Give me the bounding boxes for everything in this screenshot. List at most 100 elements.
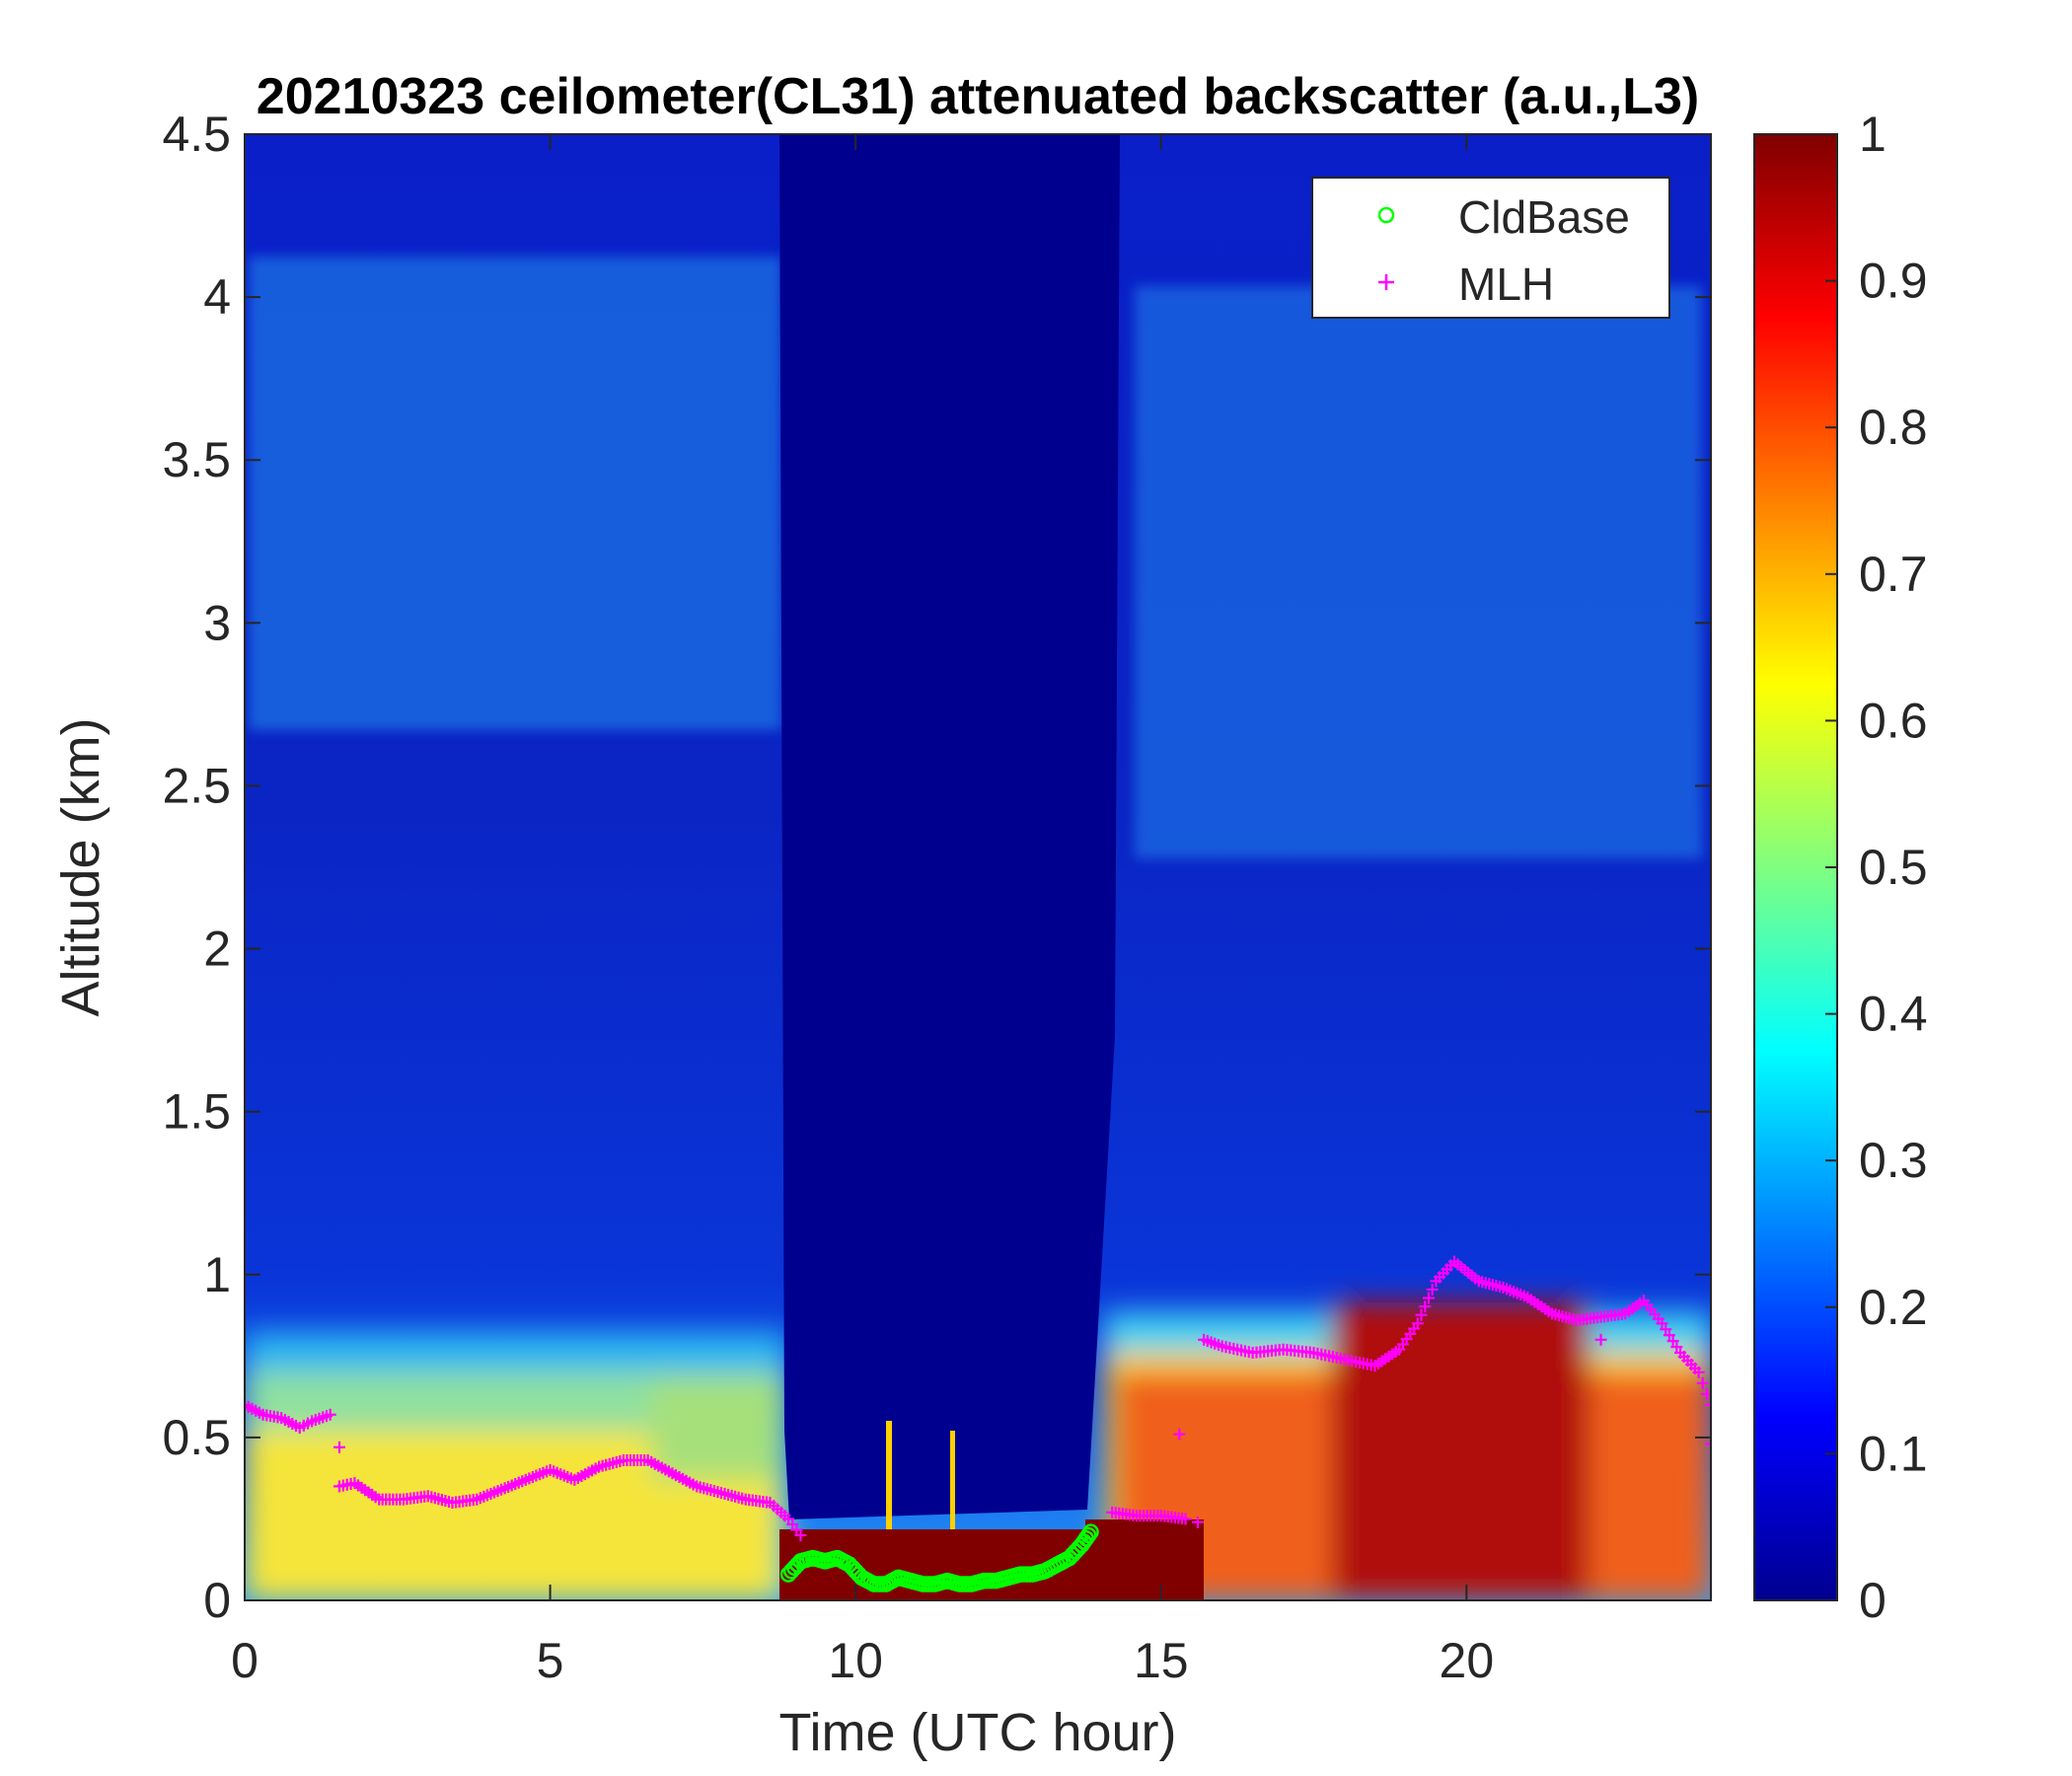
mlh-point <box>1634 1296 1647 1309</box>
mlh-point <box>271 1411 284 1424</box>
mlh-point <box>1212 1339 1224 1352</box>
x-tick-label: 20 <box>1440 1633 1495 1688</box>
mlh-point <box>1670 1341 1683 1354</box>
mlh-point <box>790 1523 803 1536</box>
backscatter-heatmap <box>245 134 1711 1600</box>
mlh-point <box>1696 1376 1709 1389</box>
mlh-point <box>1705 1398 1711 1411</box>
mlh-point <box>1365 1359 1377 1371</box>
chart-title: 20210323 ceilometer(CL31) attenuated bac… <box>257 68 1699 125</box>
cldbase-point <box>1079 1526 1097 1544</box>
mlh-point <box>516 1475 529 1488</box>
mlh-point <box>711 1486 724 1499</box>
cldbase-point <box>1067 1543 1084 1560</box>
colorbar-tick-label: 0.5 <box>1859 840 1928 895</box>
mlh-point <box>1688 1362 1701 1374</box>
cldbase-point <box>1008 1567 1026 1584</box>
colorbar-tick-label: 0.8 <box>1859 400 1928 455</box>
mlh-point <box>778 1510 791 1522</box>
x-tick-label: 10 <box>828 1633 883 1688</box>
legend-cldbase-marker <box>1377 206 1395 224</box>
colorbar-tick-label: 0.9 <box>1859 254 1928 309</box>
mlh-outlier-point <box>1173 1428 1186 1441</box>
mlh-point <box>1517 1290 1530 1302</box>
mlh-point <box>1469 1272 1482 1285</box>
cldbase-point <box>801 1550 818 1568</box>
y-axis-label: Altitude (km) <box>51 717 111 1016</box>
colorbar-tick-label: 0.4 <box>1859 987 1928 1042</box>
y-tick-label: 1 <box>203 1247 231 1302</box>
mlh-outlier-point <box>1705 1438 1711 1450</box>
mlh-point <box>1419 1300 1432 1313</box>
x-tick-label: 15 <box>1134 1633 1189 1688</box>
mlh-point <box>1652 1312 1665 1325</box>
colorbar-gradient <box>1753 133 1838 1601</box>
mlh-point <box>1334 1352 1347 1365</box>
mlh-point <box>760 1496 773 1509</box>
mlh-outlier-point <box>1594 1333 1607 1346</box>
mlh-point <box>1408 1322 1421 1335</box>
colorbar: 0 0.1 0.2 0.3 0.4 0.5 0.6 0.7 0.8 0.9 1 <box>1753 107 1928 1628</box>
mlh-point <box>687 1478 700 1491</box>
cldbase-point <box>911 1575 928 1591</box>
mlh-point <box>301 1417 314 1430</box>
y-tick-label: 0.5 <box>162 1410 231 1465</box>
colorbar-tick-label: 0.3 <box>1859 1133 1928 1188</box>
x-tick-label: 0 <box>231 1633 259 1688</box>
colorbar-tick-label: 0.2 <box>1859 1280 1928 1335</box>
legend-mlh-marker <box>1378 274 1394 290</box>
mlh-point <box>1444 1259 1457 1272</box>
mlh-point <box>467 1494 480 1507</box>
x-axis-label: Time (UTC hour) <box>778 1703 1176 1762</box>
plot-frame <box>244 133 1712 1601</box>
mlh-point <box>1389 1346 1402 1359</box>
cldbase-point <box>972 1573 990 1591</box>
colorbar-tick-label: 0.1 <box>1859 1426 1928 1481</box>
x-axis: 0 5 10 15 20 <box>231 134 1494 1688</box>
cldbase-point <box>1077 1530 1095 1547</box>
mlh-point <box>253 1406 265 1419</box>
colorbar-tick-label: 0 <box>1859 1573 1887 1628</box>
mlh-point <box>1415 1308 1428 1321</box>
colorbar-ticks: 0 0.1 0.2 0.3 0.4 0.5 0.6 0.7 0.8 0.9 1 <box>1825 107 1928 1628</box>
mlh-point <box>1422 1292 1435 1304</box>
mlh-outlier-point <box>333 1441 345 1453</box>
legend-box <box>1311 177 1670 319</box>
mlh-point <box>1303 1346 1316 1359</box>
mlh-point <box>638 1454 651 1467</box>
mlh-point <box>1542 1305 1555 1318</box>
colorbar-tick-label: 0.7 <box>1859 547 1928 602</box>
y-tick-label: 0 <box>203 1573 231 1628</box>
cldbase-point <box>887 1571 904 1588</box>
y-tick-label: 1.5 <box>162 1084 231 1140</box>
mlh-point <box>1175 1512 1188 1524</box>
y-axis: 0 0.5 1 1.5 2 2.5 3 3.5 4 4.5 <box>162 107 1711 1628</box>
legend-cldbase-label: CldBase <box>1458 191 1630 243</box>
mlh-point <box>320 1410 333 1423</box>
mlh-point <box>344 1477 357 1490</box>
y-tick-label: 2.5 <box>162 758 231 813</box>
mlh-outlier-point <box>1191 1516 1204 1528</box>
mlh-point <box>736 1492 749 1505</box>
mlh-point <box>1426 1283 1439 1295</box>
colorbar-tick-label: 0.6 <box>1859 693 1928 748</box>
colorbar-tick-label: 1 <box>1859 107 1887 162</box>
legend: CldBase MLH <box>1311 177 1670 319</box>
y-tick-label: 2 <box>203 922 231 977</box>
cldbase-point <box>948 1575 965 1591</box>
y-tick-label: 3 <box>203 595 231 650</box>
y-tick-label: 4 <box>203 269 231 325</box>
y-tick-label: 3.5 <box>162 432 231 487</box>
legend-mlh-label: MLH <box>1458 259 1554 310</box>
mlh-point <box>369 1491 382 1504</box>
x-tick-label: 5 <box>537 1633 564 1688</box>
mlh-point <box>491 1485 504 1498</box>
mlh-point <box>1615 1307 1628 1320</box>
mlh-point <box>662 1465 675 1478</box>
cldbase-point <box>813 1552 831 1569</box>
y-tick-label: 4.5 <box>162 107 231 162</box>
cldbase-point <box>935 1573 953 1591</box>
cldbase-point <box>847 1563 864 1580</box>
mlh-point <box>1493 1281 1506 1294</box>
